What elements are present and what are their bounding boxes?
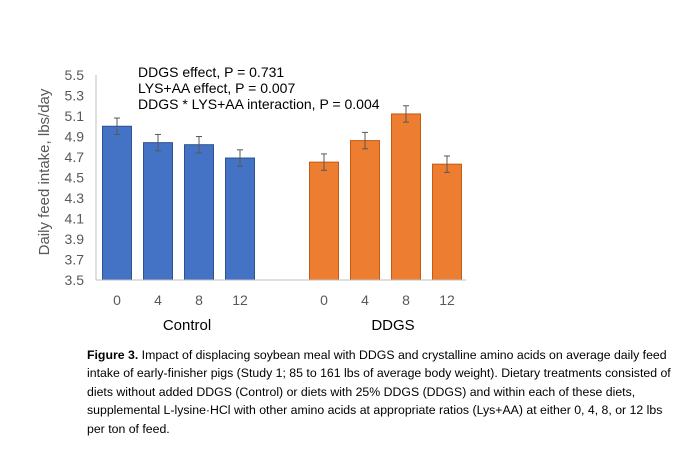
y-tick-label: 3.9: [65, 231, 85, 247]
y-tick-label: 4.5: [65, 170, 85, 186]
bar-control-12: [225, 157, 255, 281]
x-tick-label: 4: [154, 292, 162, 308]
x-tick-label: 0: [320, 292, 328, 308]
y-axis-label: Daily feed intake, lbs/day: [36, 88, 53, 255]
y-axis-ticks: 5.5 5.3 5.1 4.9 4.7 4.5 4.3 4.1 3.9 3.7 3.5: [65, 67, 85, 288]
figure-caption: Figure 3. Impact of displacing soybean m…: [87, 346, 672, 438]
x-tick-label: 8: [195, 292, 203, 308]
y-tick-label: 4.1: [65, 211, 85, 227]
stats-annotation-line: DDGS effect, P = 0.731: [138, 64, 284, 80]
y-tick-label: 3.7: [65, 252, 85, 268]
bar-control-0: [102, 125, 132, 281]
y-tick-label: 5.1: [65, 108, 85, 124]
figure-caption-label: Figure 3.: [87, 348, 139, 362]
y-tick-label: 5.5: [65, 67, 85, 83]
x-tick-label: 12: [439, 292, 455, 308]
bar-control-8: [184, 144, 214, 281]
group-label-control: Control: [163, 317, 211, 334]
x-tick-label: 4: [361, 292, 369, 308]
y-tick-label: 4.7: [65, 149, 85, 165]
bar-ddgs-0: [309, 161, 339, 281]
x-tick-label: 8: [402, 292, 410, 308]
bar-control-4: [143, 142, 173, 281]
x-tick-label: 0: [113, 292, 121, 308]
bar-ddgs-12: [432, 163, 462, 281]
x-axis-ticks: 0 4 8 12 Control 0 4 8 12 DDGS: [113, 292, 455, 334]
bar-ddgs-8: [391, 113, 421, 281]
stats-annotation-line: LYS+AA effect, P = 0.007: [138, 80, 295, 96]
bar-chart: Daily feed intake, lbs/day DDGS effect, …: [36, 64, 466, 334]
y-tick-label: 4.3: [65, 190, 85, 206]
y-tick-label: 3.5: [65, 272, 85, 288]
y-tick-label: 4.9: [65, 129, 85, 145]
y-tick-label: 5.3: [65, 88, 85, 104]
bar-ddgs-4: [350, 140, 380, 281]
group-label-ddgs: DDGS: [371, 317, 414, 334]
figure-caption-text: Impact of displacing soybean meal with D…: [87, 348, 671, 436]
bars: [102, 105, 462, 281]
x-tick-label: 12: [232, 292, 248, 308]
stats-annotation-line: DDGS * LYS+AA interaction, P = 0.004: [138, 96, 380, 112]
